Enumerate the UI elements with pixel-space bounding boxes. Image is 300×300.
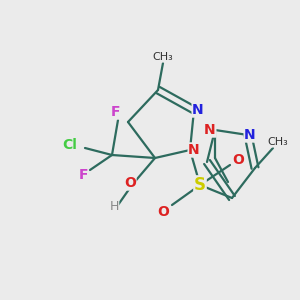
Text: S: S [194,176,206,194]
Text: O: O [124,176,136,190]
Text: CH₃: CH₃ [268,137,288,147]
Text: N: N [192,103,204,117]
Text: N: N [244,128,256,142]
Text: CH₃: CH₃ [153,52,173,62]
Text: H: H [109,200,119,214]
Text: N: N [188,143,200,157]
Text: O: O [157,205,169,219]
Text: F: F [111,105,121,119]
Text: O: O [232,153,244,167]
Text: N: N [204,123,216,137]
Text: F: F [78,168,88,182]
Text: Cl: Cl [63,138,77,152]
